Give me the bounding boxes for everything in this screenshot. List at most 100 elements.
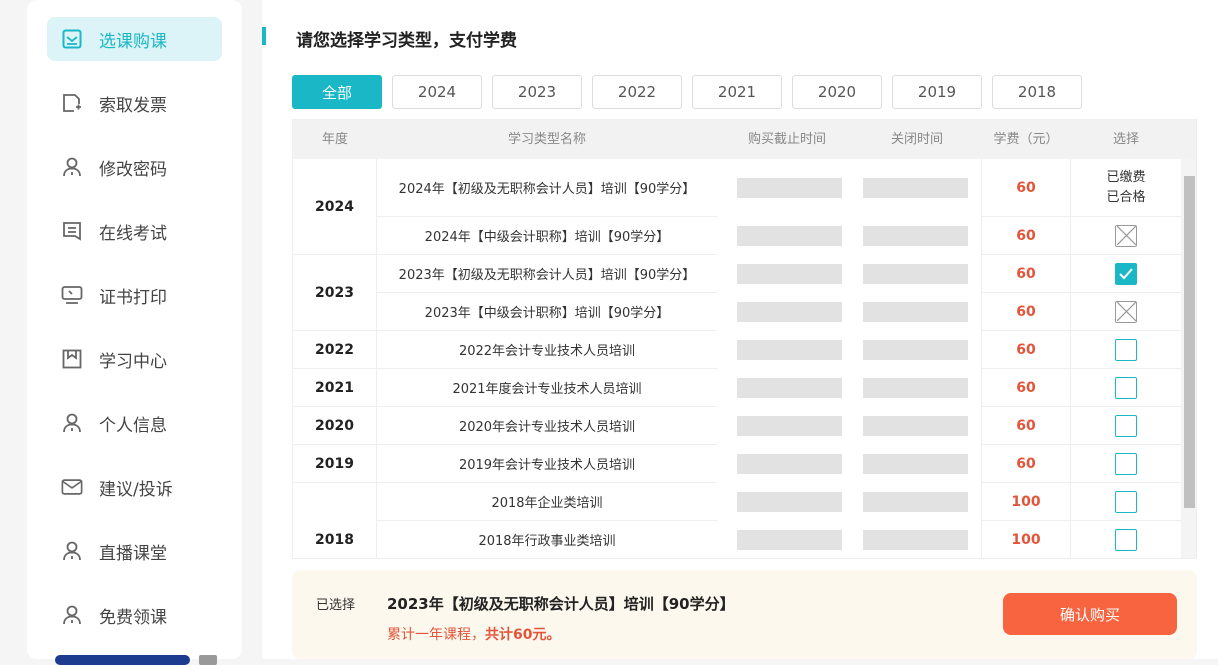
sidebar-item-label: 选课购课 — [99, 31, 167, 52]
fee: 60 — [981, 217, 1071, 255]
checkbox[interactable] — [1115, 376, 1137, 399]
column-header: 关闭时间 — [890, 132, 943, 147]
tab-2021[interactable]: 2021 — [692, 75, 782, 109]
tab-2019[interactable]: 2019 — [892, 75, 982, 109]
select-cell — [1071, 331, 1181, 369]
year-cell: 2020 — [293, 407, 377, 445]
fee: 60 — [981, 255, 1071, 293]
close-time-blurred — [863, 530, 968, 550]
checkbox[interactable] — [1115, 338, 1137, 361]
summary-total: 共计60元。 — [485, 627, 561, 643]
sidebar-extra-button[interactable] — [55, 655, 190, 665]
tab-2023[interactable]: 2023 — [492, 75, 582, 109]
column-header: 学习类型名称 — [507, 132, 586, 147]
year-tabs: 全部 2024 2023 2022 2021 2020 2019 2018 — [292, 75, 1082, 109]
checkbox-disabled-icon — [1115, 224, 1137, 247]
selected-label: 已选择 — [316, 598, 356, 613]
purchase-deadline-blurred — [737, 378, 842, 398]
course-name: 2022年会计专业技术人员培训 — [377, 331, 717, 369]
column-header: 购买截止时间 — [747, 132, 826, 147]
mail-icon — [61, 476, 83, 498]
checkbox-disabled-icon — [1115, 300, 1137, 323]
scrollbar-thumb[interactable] — [1184, 176, 1195, 508]
tab-2020[interactable]: 2020 — [792, 75, 882, 109]
tab-2024[interactable]: 2024 — [392, 75, 482, 109]
close-time-blurred — [863, 492, 968, 512]
sidebar-item-label: 建议/投诉 — [99, 479, 173, 500]
document-plus-icon — [61, 92, 83, 114]
purchase-deadline-blurred — [737, 492, 842, 512]
column-header: 选择 — [1112, 132, 1139, 147]
fee: 60 — [981, 331, 1071, 369]
user-icon — [61, 540, 83, 562]
select-cell — [1071, 521, 1181, 558]
close-time-blurred — [863, 226, 968, 246]
fee: 100 — [981, 483, 1071, 521]
sidebar-item-7[interactable]: 建议/投诉 — [47, 465, 222, 509]
sidebar-item-label: 个人信息 — [99, 415, 167, 436]
fee: 60 — [981, 159, 1071, 217]
sidebar-item-label: 直播课堂 — [99, 543, 167, 564]
sidebar: 选课购课索取发票修改密码在线考试证书打印学习中心个人信息建议/投诉直播课堂免费领… — [27, 0, 242, 665]
close-time-blurred — [863, 340, 968, 360]
table-scrollbar[interactable] — [1181, 159, 1196, 558]
select-cell — [1071, 293, 1181, 331]
sidebar-item-1[interactable]: 索取发票 — [47, 81, 222, 125]
purchase-deadline-blurred — [737, 264, 842, 284]
checkbox[interactable] — [1115, 414, 1137, 437]
sidebar-item-2[interactable]: 修改密码 — [47, 145, 222, 189]
fee: 60 — [981, 407, 1071, 445]
sidebar-extra-icon[interactable] — [199, 655, 217, 665]
paid-status: 已缴费 已合格 — [1106, 169, 1146, 205]
tab-全部[interactable]: 全部 — [292, 75, 382, 109]
close-time-blurred — [863, 302, 968, 322]
price-summary: 累计一年课程，共计60元。 — [387, 624, 560, 644]
close-time-blurred — [863, 416, 968, 436]
main-content: 请您选择学习类型，支付学费 全部 2024 2023 2022 2021 2020 2019… — [262, 0, 1218, 659]
checkbox[interactable] — [1115, 490, 1137, 513]
tab-2018[interactable]: 2018 — [992, 75, 1082, 109]
checkbox[interactable] — [1115, 452, 1137, 475]
selection-summary: 已选择 2023年【初级及无职称会计人员】培训【90学分】 累计一年课程，共计6… — [292, 570, 1197, 659]
book-icon — [61, 348, 83, 370]
purchase-deadline-blurred — [737, 416, 842, 436]
sidebar-item-label: 免费领课 — [99, 607, 167, 628]
page-title: 请您选择学习类型，支付学费 — [296, 31, 517, 51]
sidebar-item-6[interactable]: 个人信息 — [47, 401, 222, 445]
course-name: 2020年会计专业技术人员培训 — [377, 407, 717, 445]
select-cell — [1071, 445, 1181, 483]
sidebar-item-8[interactable]: 直播课堂 — [47, 529, 222, 573]
tab-2022[interactable]: 2022 — [592, 75, 682, 109]
column-header: 学费（元） — [993, 132, 1059, 147]
user-icon — [61, 156, 83, 178]
confirm-purchase-button[interactable]: 确认购买 — [1003, 593, 1177, 635]
course-name: 2024年【初级及无职称会计人员】培训【90学分】 — [377, 159, 717, 217]
purchase-deadline-blurred — [737, 226, 842, 246]
sidebar-item-5[interactable]: 学习中心 — [47, 337, 222, 381]
sidebar-item-9[interactable]: 免费领课 — [47, 593, 222, 637]
purchase-deadline-blurred — [737, 530, 842, 550]
sidebar-item-4[interactable]: 证书打印 — [47, 273, 222, 317]
select-cell — [1071, 483, 1181, 521]
sidebar-item-3[interactable]: 在线考试 — [47, 209, 222, 253]
course-name: 2021年度会计专业技术人员培训 — [377, 369, 717, 407]
close-time-blurred — [863, 264, 968, 284]
user-icon — [61, 412, 83, 434]
sidebar-item-label: 修改密码 — [99, 159, 167, 180]
sidebar-item-0[interactable]: 选课购课 — [47, 17, 222, 61]
fee: 60 — [981, 369, 1071, 407]
purchase-deadline-blurred — [737, 178, 842, 198]
user-icon — [61, 604, 83, 626]
summary-prefix: 累计一年课程， — [387, 627, 485, 643]
checkbox[interactable] — [1115, 528, 1137, 551]
close-time-blurred — [863, 454, 968, 474]
year-cell: 2021 — [293, 369, 377, 407]
close-time-blurred — [863, 378, 968, 398]
checkbox-checked[interactable] — [1115, 262, 1137, 285]
purchase-deadline-blurred — [737, 302, 842, 322]
table-header: 年度 学习类型名称 购买截止时间 关闭时间 学费（元） 选择 — [293, 120, 1196, 159]
purchase-deadline-blurred — [737, 340, 842, 360]
column-header: 年度 — [321, 132, 348, 147]
course-name: 2018年企业类培训 — [377, 483, 717, 521]
exam-icon — [61, 220, 83, 242]
